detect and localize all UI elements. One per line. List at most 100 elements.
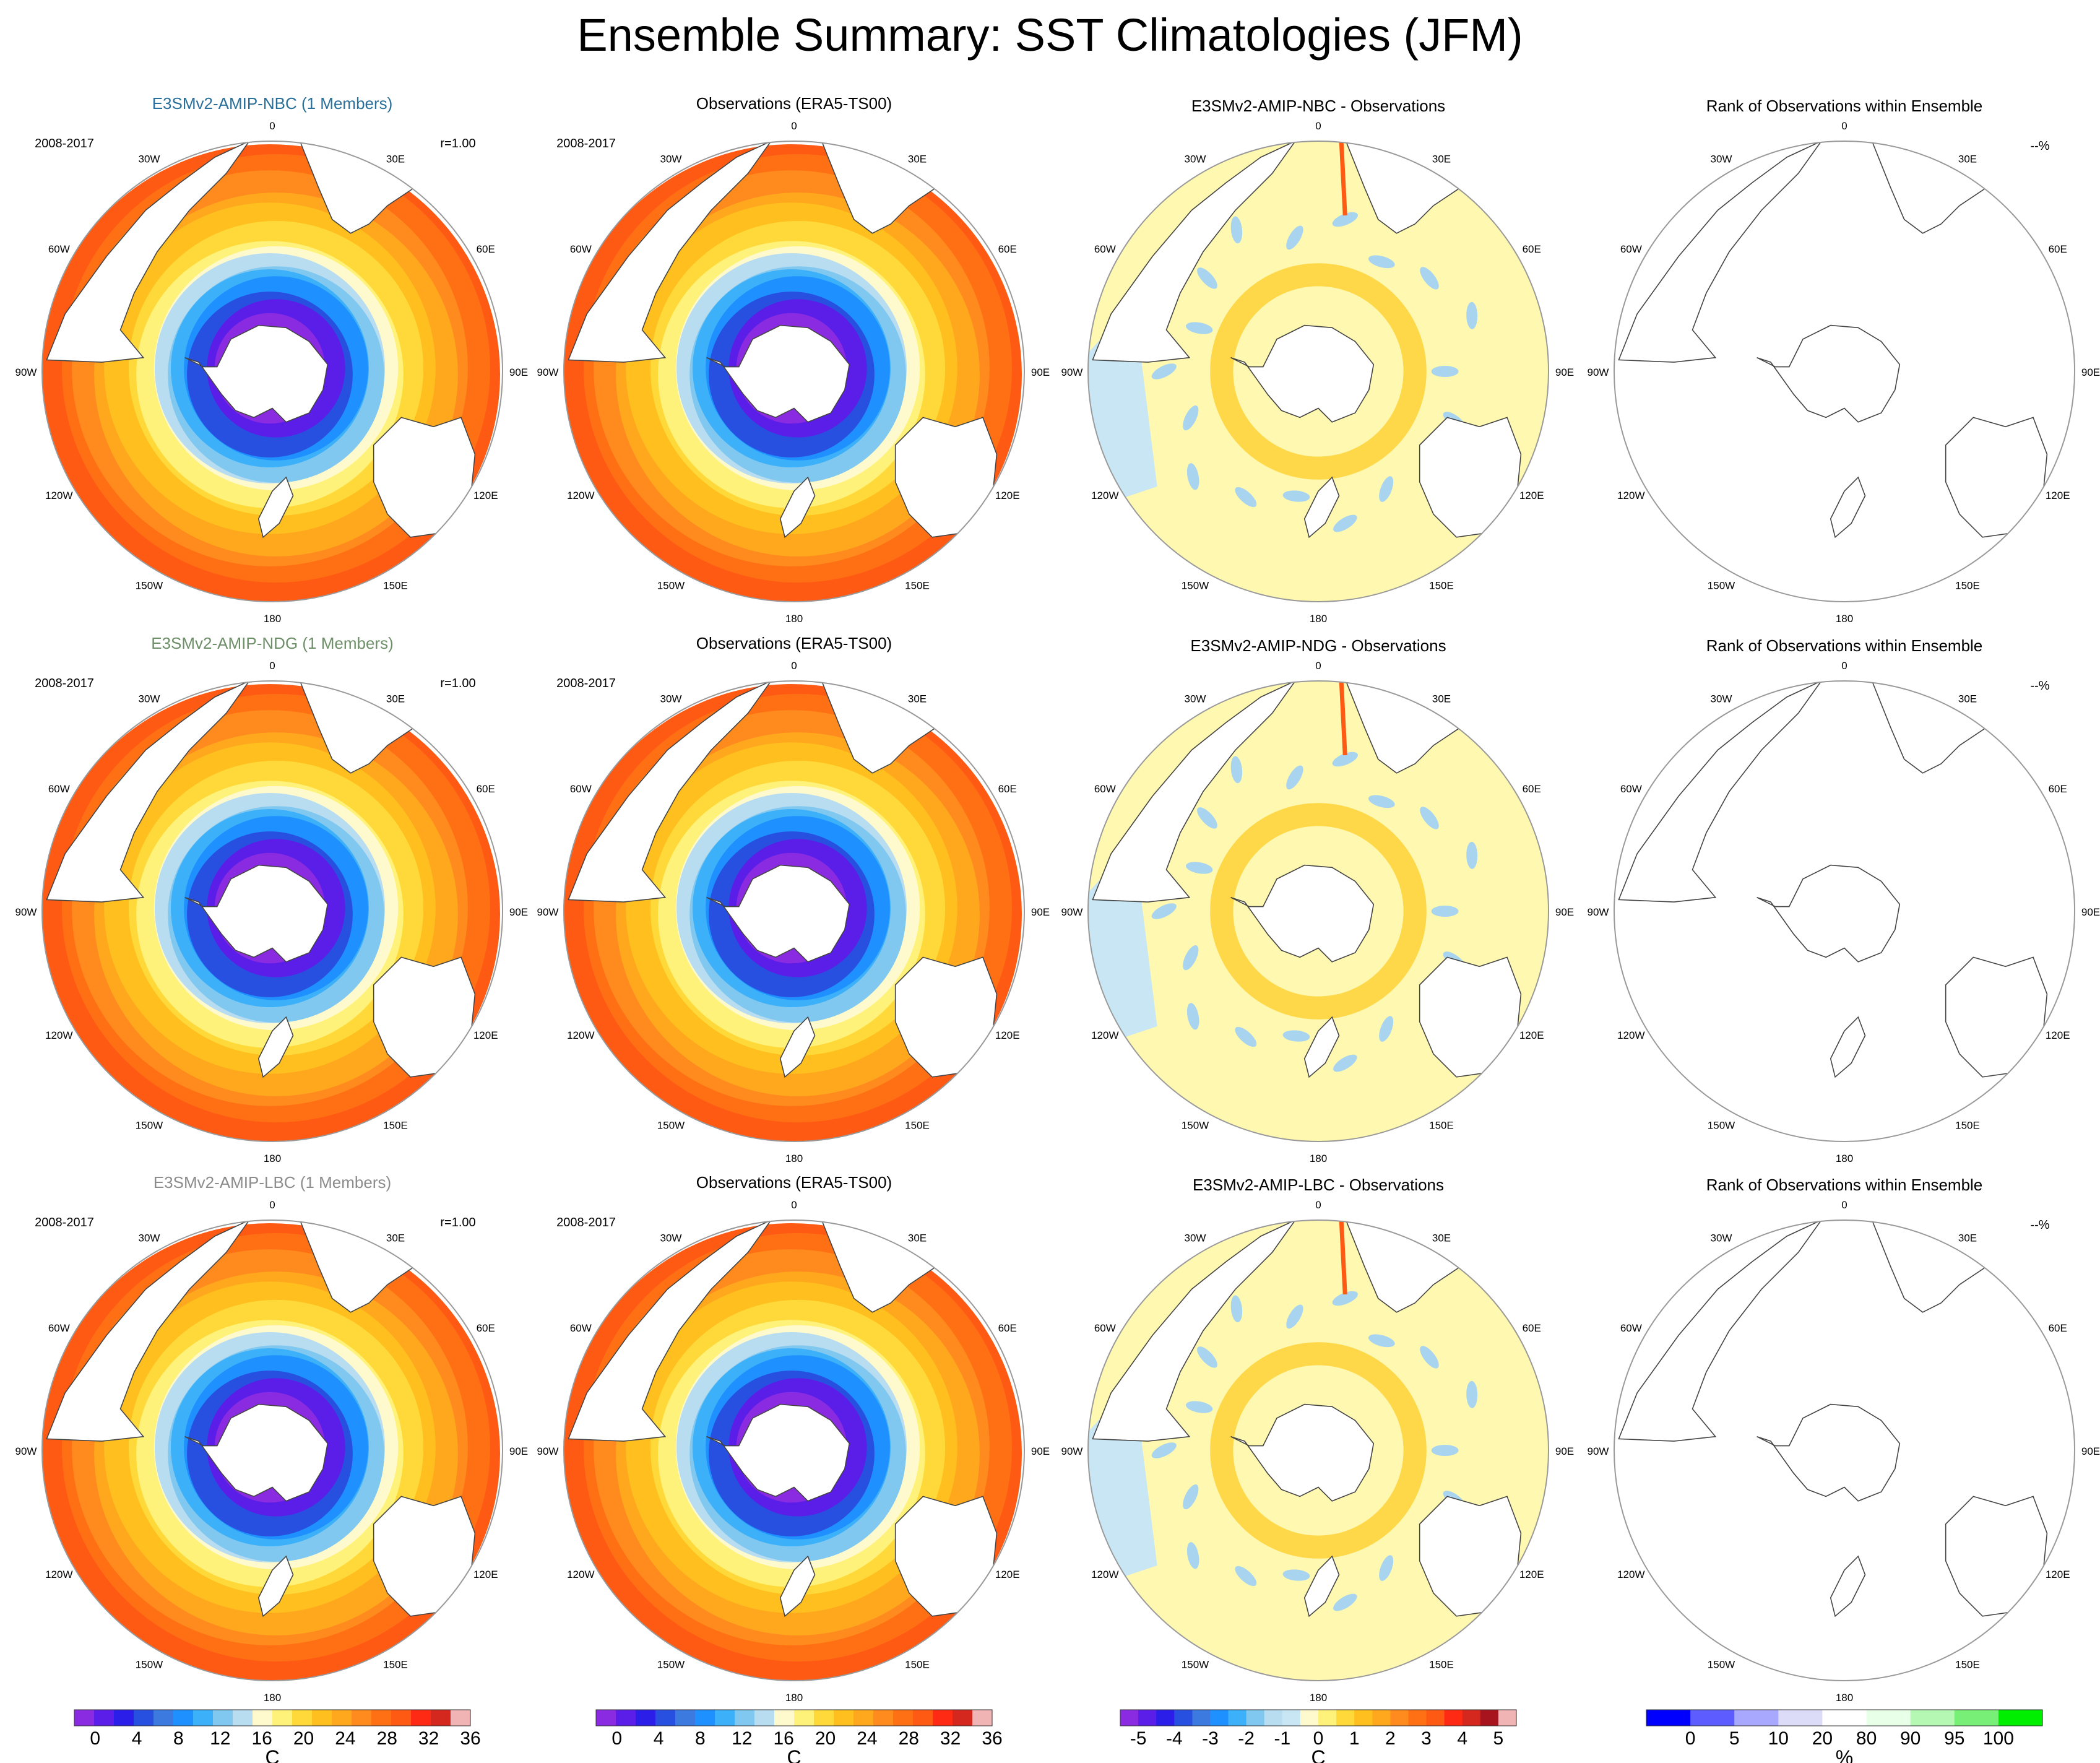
land-1 — [1092, 1220, 1297, 1442]
lon-label-120W: 120W — [1091, 490, 1118, 501]
diff-eddy-8 — [1183, 945, 1199, 971]
diff-eddy-14 — [1332, 212, 1358, 227]
diff-eddy-17 — [1466, 841, 1478, 869]
lon-label-30W: 30W — [660, 693, 682, 704]
map-model-r1-field — [42, 681, 500, 1141]
lon-label-90W: 90W — [1061, 906, 1083, 918]
land-0 — [706, 324, 850, 423]
colorbar-swatch-19 — [1462, 1710, 1481, 1726]
lon-label-180: 180 — [1310, 613, 1327, 625]
diff-eddy-15 — [1368, 795, 1395, 808]
map-rank-r0-frame — [1614, 141, 2075, 602]
diff-eddy-11 — [1197, 1346, 1217, 1368]
land-4 — [257, 1555, 294, 1618]
lon-label-60E: 60E — [998, 1322, 1017, 1334]
diff-eddy-16 — [1420, 267, 1439, 290]
lon-label-30W: 30W — [660, 1232, 682, 1244]
colorbar-tick: 24 — [335, 1728, 355, 1749]
figure-title: Ensemble Summary: SST Climatologies (JFM… — [577, 9, 1523, 61]
map-obs-r0: 0 30E 60E 90E 120E 150E 180 150W 120W 90W 60W 30W — [537, 120, 1050, 625]
lon-label-150E: 150E — [1429, 1120, 1454, 1132]
lon-label-90W: 90W — [1588, 906, 1609, 918]
colorbar-tick: -5 — [1130, 1728, 1147, 1749]
colorbar-swatch-7 — [1954, 1710, 1999, 1726]
diff-eddy-14 — [1332, 752, 1358, 767]
land-4 — [257, 1016, 294, 1078]
lon-label-30E: 30E — [1432, 693, 1451, 704]
lon-label-30E: 30E — [1432, 1232, 1451, 1244]
colorbar-unit: C — [1311, 1746, 1325, 1763]
land-0 — [184, 1403, 329, 1502]
land-4 — [779, 476, 816, 539]
colorbar-swatch-19 — [972, 1710, 993, 1726]
diff-eddy-4 — [1333, 514, 1357, 532]
colorbar-tick: 12 — [732, 1728, 752, 1749]
lon-label-30W: 30W — [139, 153, 160, 165]
lon-label-30E: 30E — [908, 153, 927, 165]
lon-label-0: 0 — [269, 120, 275, 132]
map-diff-r0: 0 30E 60E 90E 120E 150E 180 150W 120W 90W 60W 30W — [1061, 120, 1575, 625]
lon-label-180: 180 — [264, 613, 281, 625]
map-rank-r1-field — [1614, 681, 2075, 1141]
lon-label-90E: 90E — [1031, 906, 1050, 918]
lon-label-150W: 150W — [136, 1659, 163, 1671]
lon-label-120W: 120W — [567, 1569, 594, 1580]
panel-title-model: E3SMv2-AMIP-NBC (1 Members) — [152, 94, 393, 113]
lon-label-60W: 60W — [1620, 243, 1642, 255]
rank-marker: --% — [2030, 679, 2049, 693]
lon-label-150E: 150E — [383, 580, 408, 592]
lon-label-60W: 60W — [1094, 243, 1116, 255]
colorbar-swatch-4 — [675, 1710, 696, 1726]
lon-label-150W: 150W — [1182, 580, 1209, 592]
colorbar-swatch-10 — [1300, 1710, 1319, 1726]
diff-eddy-11 — [1197, 267, 1217, 289]
map-obs-r0-field — [564, 141, 1022, 602]
panel-title-obs: Observations (ERA5-TS00) — [696, 1173, 892, 1192]
colorbar-tick: 16 — [252, 1728, 272, 1749]
colorbar-frame — [595, 1709, 993, 1726]
colorbar-tick: 1 — [1349, 1728, 1360, 1749]
lon-label-120E: 120E — [995, 1029, 1020, 1041]
diff-warm-streak — [1339, 681, 1347, 756]
diff-eddy-9 — [1151, 363, 1177, 379]
map-obs-r1-field — [564, 681, 1022, 1141]
land-1 — [1618, 681, 1823, 903]
map-diff-r1: 0 30E 60E 90E 120E 150E 180 150W 120W 90W 60W 30W — [1061, 660, 1575, 1164]
lon-label-60W: 60W — [48, 783, 70, 795]
colorbar-tick: 12 — [210, 1728, 230, 1749]
period-label: 2008-2017 — [556, 1216, 616, 1229]
lon-label-30E: 30E — [386, 153, 405, 165]
lon-label-30W: 30W — [1711, 153, 1732, 165]
lon-label-30W: 30W — [1185, 1232, 1206, 1244]
colorbar-tick: 4 — [654, 1728, 664, 1749]
diff-eddy-7 — [1186, 463, 1199, 490]
colorbar-swatch-9 — [253, 1710, 273, 1726]
colorbar-swatch-3 — [1778, 1710, 1823, 1726]
lon-label-0: 0 — [791, 1199, 797, 1211]
colorbar-swatch-0 — [596, 1710, 616, 1726]
colorbar-swatch-4 — [1822, 1710, 1867, 1726]
diff-eddy-0 — [1431, 366, 1459, 377]
land-0 — [1230, 1403, 1375, 1502]
diff-eddy-7 — [1186, 1542, 1199, 1569]
lon-label-60W: 60W — [570, 783, 592, 795]
colorbar-swatch-1 — [616, 1710, 636, 1726]
lon-label-90E: 90E — [509, 366, 528, 378]
period-label: 2008-2017 — [35, 137, 94, 150]
colorbar-swatch-16 — [1408, 1710, 1427, 1726]
colorbar-swatch-12 — [312, 1710, 332, 1726]
lon-label-0: 0 — [1315, 660, 1321, 672]
colorbar-swatch-15 — [371, 1710, 392, 1726]
rank-marker: --% — [2030, 139, 2049, 153]
colorbar-rank: 0 5 10 20 80 90 95 100% — [1646, 1709, 2043, 1763]
colorbar-swatch-3 — [134, 1710, 154, 1726]
colorbar-tick: 20 — [1812, 1728, 1833, 1749]
lon-label-90W: 90W — [1588, 1445, 1609, 1457]
map-rank-r1: 0 30E 60E 90E 120E 150E 180 150W 120W 90W 60W 30W — [1588, 660, 2100, 1164]
lon-label-90E: 90E — [1031, 1445, 1050, 1457]
colorbar-tick: -4 — [1166, 1728, 1183, 1749]
diff-eddy-5 — [1282, 1569, 1310, 1581]
lon-label-0: 0 — [791, 120, 797, 132]
lon-label-90W: 90W — [537, 906, 559, 918]
